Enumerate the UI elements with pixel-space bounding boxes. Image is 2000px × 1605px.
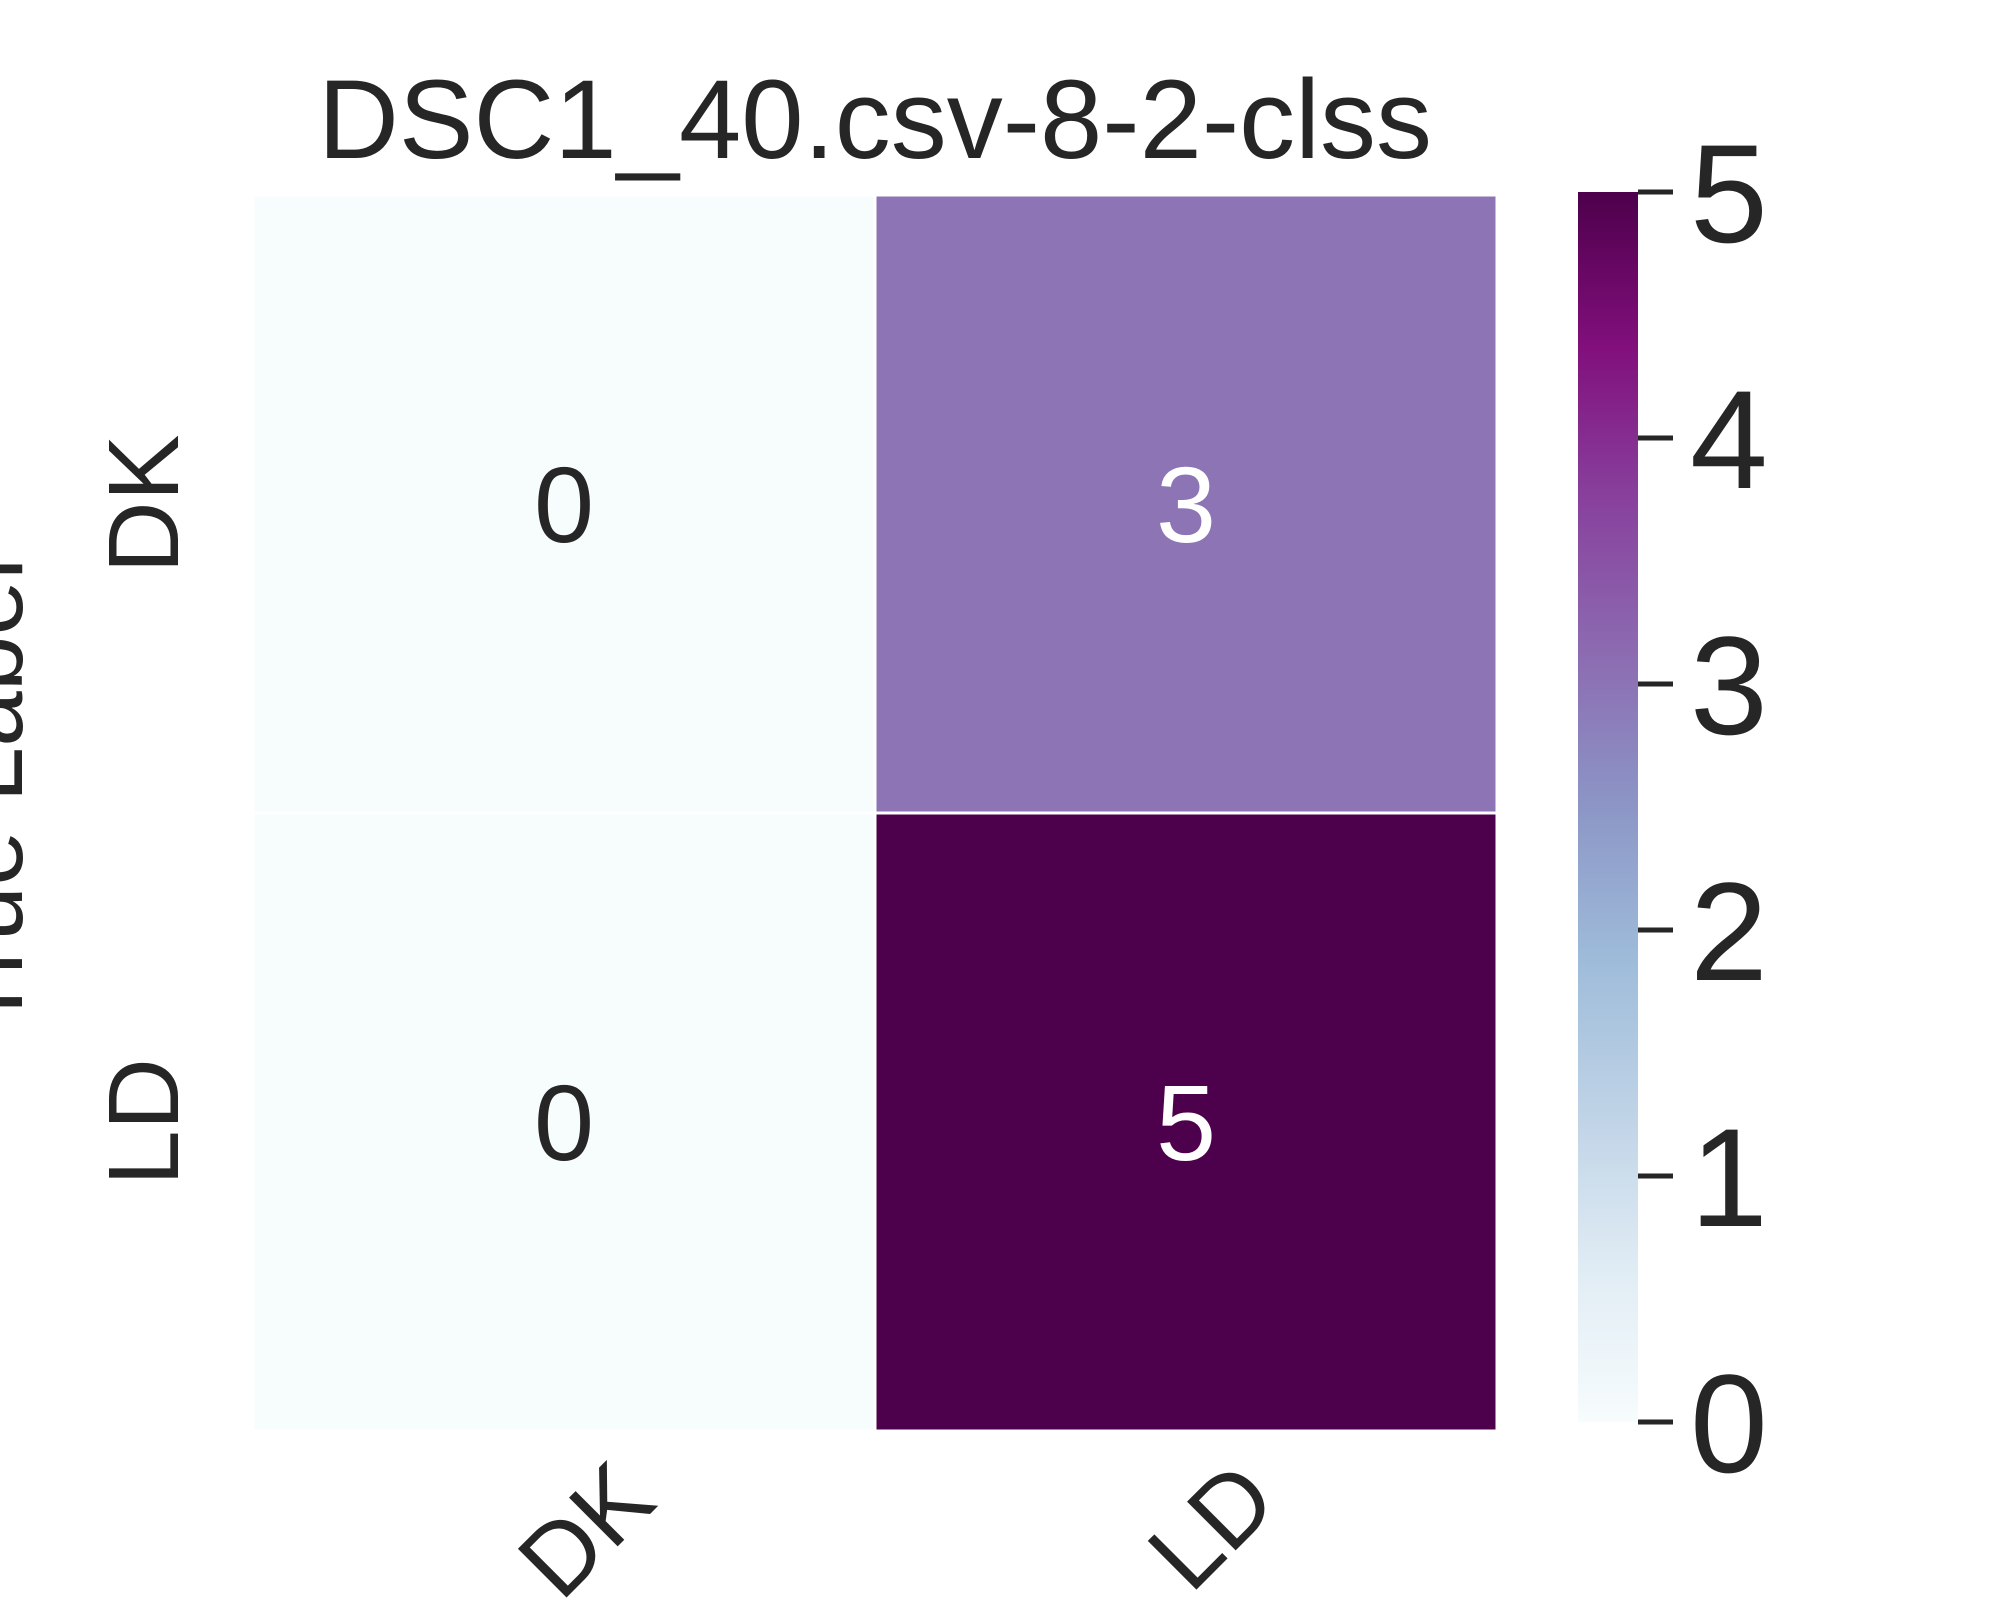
colorbar-tick-label: 3 [1690,607,1768,764]
heatmap-cell-DK-LD [873,193,1499,815]
x-tick-label: DK [497,1441,674,1600]
colorbar-tick-label: 4 [1690,361,1768,518]
colorbar: 0 1 2 3 4 5 [1578,115,1768,1502]
colorbar-tick-label: 5 [1690,115,1768,272]
heatmap-cell-LD-LD [873,811,1499,1433]
y-axis-label: True Label [0,558,44,1032]
cell-annotations: 0 3 0 5 [534,444,1216,1183]
cell-value-label: 5 [1156,1062,1216,1183]
x-tick-label: LD [1127,1441,1297,1600]
cell-value-label: 0 [534,1062,594,1183]
y-tick-label: DK [88,435,200,574]
heatmap-cells [251,193,1499,1433]
heatmap-cell-LD-DK [251,811,877,1433]
colorbar-tick-label: 1 [1690,1099,1768,1256]
y-tick-label: LD [88,1058,200,1186]
colorbar-tick-label: 0 [1690,1345,1768,1502]
y-tick-labels: DK LD [88,435,200,1186]
cell-value-label: 3 [1156,444,1216,565]
chart-title: DSC1_40.csv-8-2-clss [318,57,1432,182]
colorbar-scale [1578,192,1638,1422]
x-tick-labels: DK LD [497,1441,1297,1605]
colorbar-tick-label: 2 [1690,853,1768,1010]
heatmap-cell-DK-DK [251,193,877,815]
colorbar-ticks: 0 1 2 3 4 5 [1638,115,1768,1502]
cell-value-label: 0 [534,444,594,565]
